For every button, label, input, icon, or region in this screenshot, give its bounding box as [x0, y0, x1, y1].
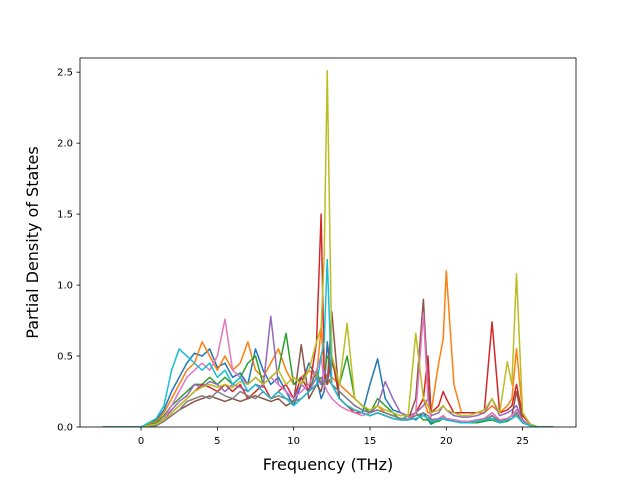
x-ticks: 0 5 10 15 20 25 [138, 427, 529, 447]
pdos-series-line-3 [102, 332, 554, 427]
y-tick-label: 2.0 [57, 139, 73, 150]
x-tick-label: 25 [516, 436, 529, 447]
series-layer [102, 70, 554, 427]
y-ticks: 0.0 0.5 1.0 1.5 2.0 2.5 [57, 68, 80, 434]
y-tick-label: 0.5 [57, 352, 73, 363]
pdos-series-line-9 [102, 70, 554, 427]
y-tick-label: 1.5 [57, 210, 73, 221]
x-tick-label: 0 [138, 436, 144, 447]
x-tick-label: 20 [440, 436, 453, 447]
pdos-series-line-7 [102, 312, 554, 427]
pdos-series-line-10 [102, 258, 554, 427]
y-tick-label: 2.5 [57, 68, 73, 79]
x-tick-label: 15 [364, 436, 377, 447]
y-tick-label: 0.0 [57, 423, 73, 434]
plot-frame [79, 57, 577, 428]
x-tick-label: 5 [214, 436, 220, 447]
x-tick-label: 10 [287, 436, 300, 447]
y-tick-label: 1.0 [57, 281, 73, 292]
y-axis-label: Partial Density of States [23, 146, 42, 338]
x-axis-label: Frequency (THz) [263, 455, 393, 474]
